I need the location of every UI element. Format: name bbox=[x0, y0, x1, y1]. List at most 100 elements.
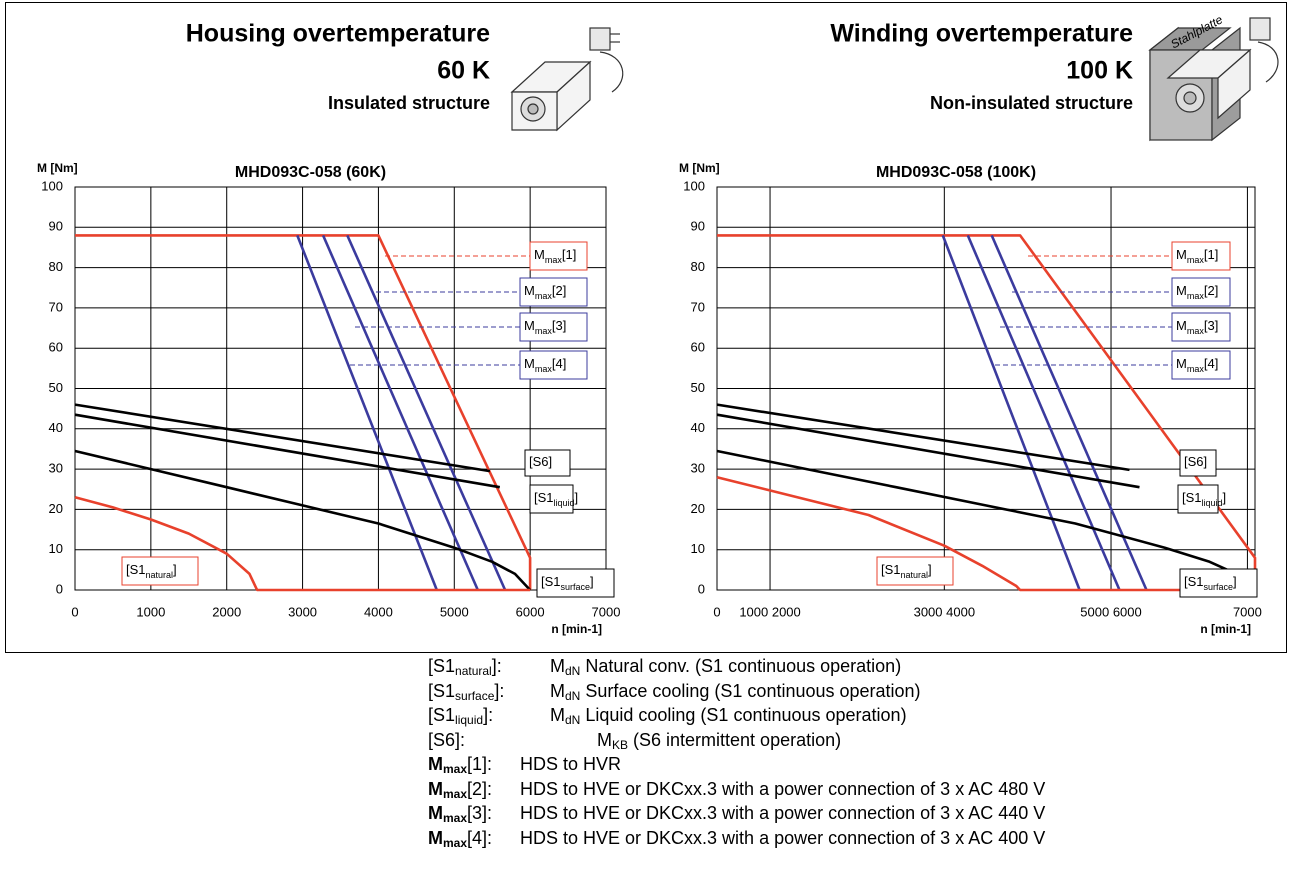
series-label: [S1liquid] bbox=[534, 490, 578, 508]
y-tick-label: 80 bbox=[49, 259, 63, 274]
series-label-box bbox=[529, 484, 574, 514]
series-label: [S6] bbox=[529, 454, 552, 469]
series-label-box bbox=[1171, 277, 1231, 307]
note-text: HDS to HVE or DKCxx.3 with a power conne… bbox=[520, 827, 1046, 848]
note-row: Mmax[4]: HDS to HVE or DKCxx.3 with a pow… bbox=[428, 826, 1188, 851]
series-name-end: [2] bbox=[552, 283, 566, 298]
y-tick-label: 20 bbox=[49, 501, 63, 516]
note-description: MKB (S6 intermittent operation) bbox=[597, 728, 841, 758]
term-end: ]: bbox=[483, 705, 494, 725]
note-text: HDS to HVE or DKCxx.3 with a power conne… bbox=[520, 803, 1046, 823]
symbol-sub: KB bbox=[612, 737, 629, 752]
series-name-sub: max bbox=[535, 326, 553, 336]
series-label: Mmax[4] bbox=[524, 356, 566, 374]
term: [S1 bbox=[428, 656, 456, 676]
symbol: M bbox=[550, 656, 565, 676]
note-term: [S1natural]: bbox=[428, 654, 502, 684]
term-end: [3]: bbox=[467, 803, 493, 823]
series-name-end: ] bbox=[173, 562, 177, 577]
note-term: [S1liquid]: bbox=[428, 703, 493, 733]
note-description: HDS to HVE or DKCxx.3 with a power conne… bbox=[520, 777, 1045, 802]
heading: Winding overtemperature bbox=[830, 20, 1133, 48]
series-name-end: [3] bbox=[552, 318, 566, 333]
term-sub: liquid bbox=[455, 713, 484, 727]
series-line bbox=[966, 234, 1121, 591]
y-tick-label: 40 bbox=[691, 420, 705, 435]
note-text: Liquid cooling (S1 continuous operation) bbox=[585, 705, 907, 725]
series-line bbox=[74, 403, 491, 473]
note-description: MdN Surface cooling (S1 continuous operat… bbox=[550, 679, 921, 709]
symbol-sub: dN bbox=[565, 688, 581, 703]
series-name: [S1 bbox=[881, 562, 901, 577]
series-name-end: ] bbox=[590, 574, 594, 589]
series-name-end: [1] bbox=[1204, 247, 1218, 262]
symbol: M bbox=[597, 729, 612, 750]
term-sub: max bbox=[443, 786, 468, 801]
series-line bbox=[941, 234, 1081, 591]
series-name: M bbox=[524, 356, 535, 371]
series-label-box bbox=[519, 350, 588, 380]
series-name-sub: liquid bbox=[554, 498, 575, 508]
series-label-box bbox=[524, 449, 571, 477]
y-tick-label: 100 bbox=[41, 178, 63, 193]
y-tick-label: 50 bbox=[691, 380, 705, 395]
series-label-box bbox=[1171, 350, 1231, 380]
series-label: [S1natural] bbox=[126, 562, 177, 580]
series-name-sub: surface bbox=[561, 582, 591, 592]
series-line bbox=[716, 413, 1140, 489]
symbol: M bbox=[550, 680, 565, 701]
notes: [S1natural]: MdN Natural conv. (S1 continu… bbox=[428, 654, 1188, 850]
series-label: Mmax[3] bbox=[524, 318, 566, 336]
series-name-end: ] bbox=[1223, 490, 1227, 505]
chart-title: MHD093C-058 (60K) bbox=[235, 164, 386, 181]
y-tick-label: 70 bbox=[49, 299, 63, 314]
caption: Insulated structure bbox=[328, 93, 490, 113]
x-tick-label: 5000 6000 bbox=[1080, 604, 1141, 619]
x-tick-label: 2000 bbox=[212, 604, 241, 619]
series-name: [S6] bbox=[529, 454, 552, 469]
motor-icon bbox=[510, 27, 624, 132]
term: M bbox=[428, 754, 443, 774]
chart-title: MHD093C-058 (100K) bbox=[876, 164, 1036, 181]
series-name: M bbox=[1176, 356, 1187, 371]
series-line bbox=[74, 413, 501, 489]
series-name-sub: max bbox=[1187, 255, 1205, 265]
note-row: Mmax[3]: HDS to HVE or DKCxx.3 with a pow… bbox=[428, 801, 1188, 826]
y-tick-label: 60 bbox=[49, 340, 63, 355]
subheading: 100 K bbox=[1066, 57, 1133, 85]
term-sub: max bbox=[443, 811, 468, 825]
series-line bbox=[75, 234, 532, 590]
note-row: [S1natural]: MdN Natural conv. (S1 continu… bbox=[428, 654, 1188, 679]
series-name-sub: liquid bbox=[1202, 498, 1223, 508]
term-sub: natural bbox=[455, 664, 492, 678]
note-text: HDS to HVE or DKCxx.3 with a power conne… bbox=[520, 778, 1046, 799]
frame bbox=[5, 2, 1287, 653]
series-label: [S6] bbox=[1184, 454, 1207, 469]
series-label: [S1liquid] bbox=[1182, 490, 1226, 508]
motor-plate-icon bbox=[1148, 17, 1279, 142]
series-label: Mmax[1] bbox=[534, 247, 576, 265]
y-tick-label: 90 bbox=[691, 219, 705, 234]
term-sub: surface bbox=[455, 688, 495, 703]
series-label-box bbox=[529, 241, 588, 271]
note-term: [S6]: bbox=[428, 728, 465, 753]
note-row: Mmax[1]: HDS to HVR bbox=[428, 752, 1188, 777]
y-tick-label: 30 bbox=[691, 461, 705, 476]
series-line bbox=[296, 234, 439, 591]
note-text: Surface cooling (S1 continuous operation… bbox=[585, 680, 921, 701]
series-label: [S1surface] bbox=[1184, 574, 1237, 592]
series-name-sub: natural bbox=[146, 570, 174, 580]
series-label-box bbox=[1179, 568, 1258, 598]
series-label-box bbox=[876, 556, 954, 586]
note-row: [S1surface]: MdN Surface cooling (S1 conti… bbox=[428, 679, 1188, 704]
series-name: [S1 bbox=[1184, 574, 1204, 589]
series-name-end: ] bbox=[1233, 574, 1237, 589]
series-name-end: [1] bbox=[562, 247, 576, 262]
series-name-sub: max bbox=[1187, 364, 1205, 374]
series-name: [S6] bbox=[1184, 454, 1207, 469]
series-name: [S1 bbox=[1182, 490, 1202, 505]
series-name-sub: max bbox=[535, 291, 553, 301]
series-label: Mmax[4] bbox=[1176, 356, 1218, 374]
term-end: ]: bbox=[491, 656, 502, 676]
series-name: M bbox=[524, 283, 535, 298]
